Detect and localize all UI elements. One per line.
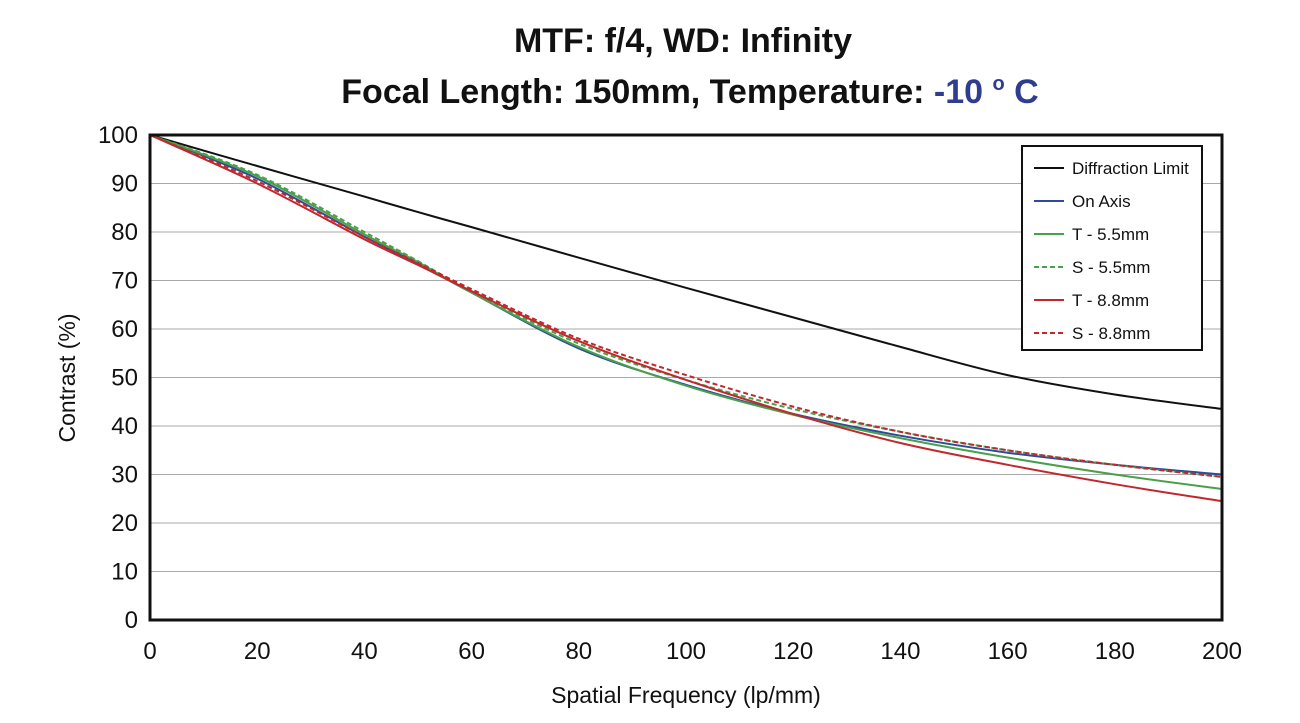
x-tick-label: 20 [244,638,271,665]
x-tick-label: 80 [565,638,592,665]
y-tick-label: 0 [125,607,138,634]
y-axis-label: Contrast (%) [54,313,80,442]
x-tick-label: 120 [773,638,813,665]
x-tick-labels: 0 20 40 60 80 100 120 140 160 180 200 [143,638,1242,665]
chart-title-unit: C [1014,73,1039,111]
legend: Diffraction Limit On Axis T - 5.5mm S - 5.5… [1021,145,1203,351]
y-tick-label: 40 [111,413,138,440]
y-tick-label: 80 [111,219,138,246]
y-tick-label: 90 [111,171,138,198]
y-tick-labels: 0 10 20 30 40 50 60 70 80 90 100 [98,122,138,634]
x-tick-label: 0 [143,638,156,665]
x-axis-label: Spatial Frequency (lp/mm) [551,682,821,708]
x-tick-label: 100 [666,638,706,665]
series-line-s-8-8mm [149,134,1223,478]
legend-box [1021,145,1203,351]
x-tick-label: 200 [1202,638,1242,665]
legend-label-s-5-5mm: S - 5.5mm [1072,258,1150,277]
y-tick-label: 10 [111,559,138,586]
series-line-diffraction-limit [149,134,1223,410]
chart-title-line2: Focal Length: 150mm, Temperature: -10 o … [341,60,1038,111]
y-tick-label: 50 [111,365,138,392]
legend-label-t-5-5mm: T - 5.5mm [1072,225,1149,244]
chart-title-temperature: -10 [934,73,983,111]
series-lines [149,134,1223,503]
chart-title-line1: MTF: f/4, WD: Infinity [514,22,852,60]
legend-label-diffraction-limit: Diffraction Limit [1072,159,1189,178]
legend-label-t-8-8mm: T - 8.8mm [1072,291,1149,310]
x-tick-label: 160 [988,638,1028,665]
y-tick-label: 20 [111,510,138,537]
series-line-t-5-5mm [149,134,1223,490]
chart-title-degree-symbol: o [992,73,1004,95]
x-tick-label: 40 [351,638,378,665]
y-tick-label: 100 [98,122,138,149]
series-line-t-8-8mm [149,134,1223,503]
x-tick-label: 180 [1095,638,1135,665]
x-tick-label: 60 [458,638,485,665]
legend-label-on-axis: On Axis [1072,192,1131,211]
y-tick-label: 60 [111,316,138,343]
legend-label-s-8-8mm: S - 8.8mm [1072,324,1150,343]
y-tick-label: 70 [111,268,138,295]
chart-title-line2-prefix: Focal Length: 150mm, Temperature: [341,73,934,111]
grid-lines [150,183,1222,572]
plot-frame [148,133,1224,622]
x-tick-label: 140 [880,638,920,665]
y-tick-label: 30 [111,462,138,489]
